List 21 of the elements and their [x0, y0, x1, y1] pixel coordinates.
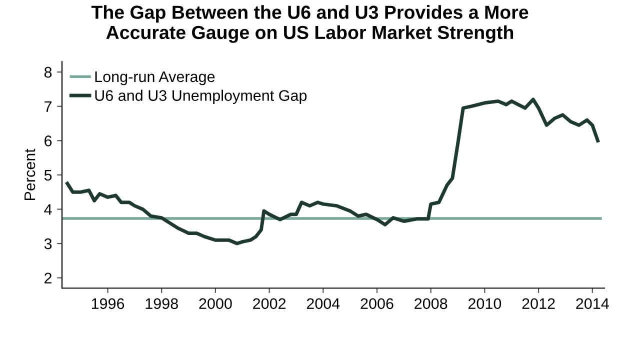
x-tick-label: 2010	[468, 298, 502, 310]
x-tick-label: 2000	[199, 298, 232, 310]
legend-label: Long-run Average	[95, 71, 215, 86]
x-tick-label: 1996	[92, 298, 124, 310]
x-tick-label: 2008	[414, 298, 448, 310]
x-tick-label: 1998	[146, 298, 178, 310]
y-tick-label: 7	[44, 101, 52, 112]
y-tick-label: 3	[44, 238, 52, 250]
y-tick-label: 8	[44, 66, 52, 78]
legend-label: U6 and U3 Unemployment Gap	[95, 90, 307, 104]
x-tick-label: 2012	[522, 298, 555, 310]
y-tick-label: 6	[44, 136, 52, 146]
x-tick-label: 2006	[360, 298, 394, 310]
y-tick-label: 5	[44, 170, 52, 181]
chart-title: The Gap Between the U6 and U3 Provides a More Accurate Gauge on US Labor Market Strength	[91, 5, 528, 43]
y-tick-label: 4	[44, 204, 52, 215]
x-tick-label: 2004	[306, 298, 340, 310]
x-tick-label: 2002	[253, 298, 286, 310]
y-axis-title: Percent	[24, 148, 36, 200]
x-tick-label: 2014	[576, 298, 609, 310]
y-tick-label: 2	[44, 272, 52, 284]
